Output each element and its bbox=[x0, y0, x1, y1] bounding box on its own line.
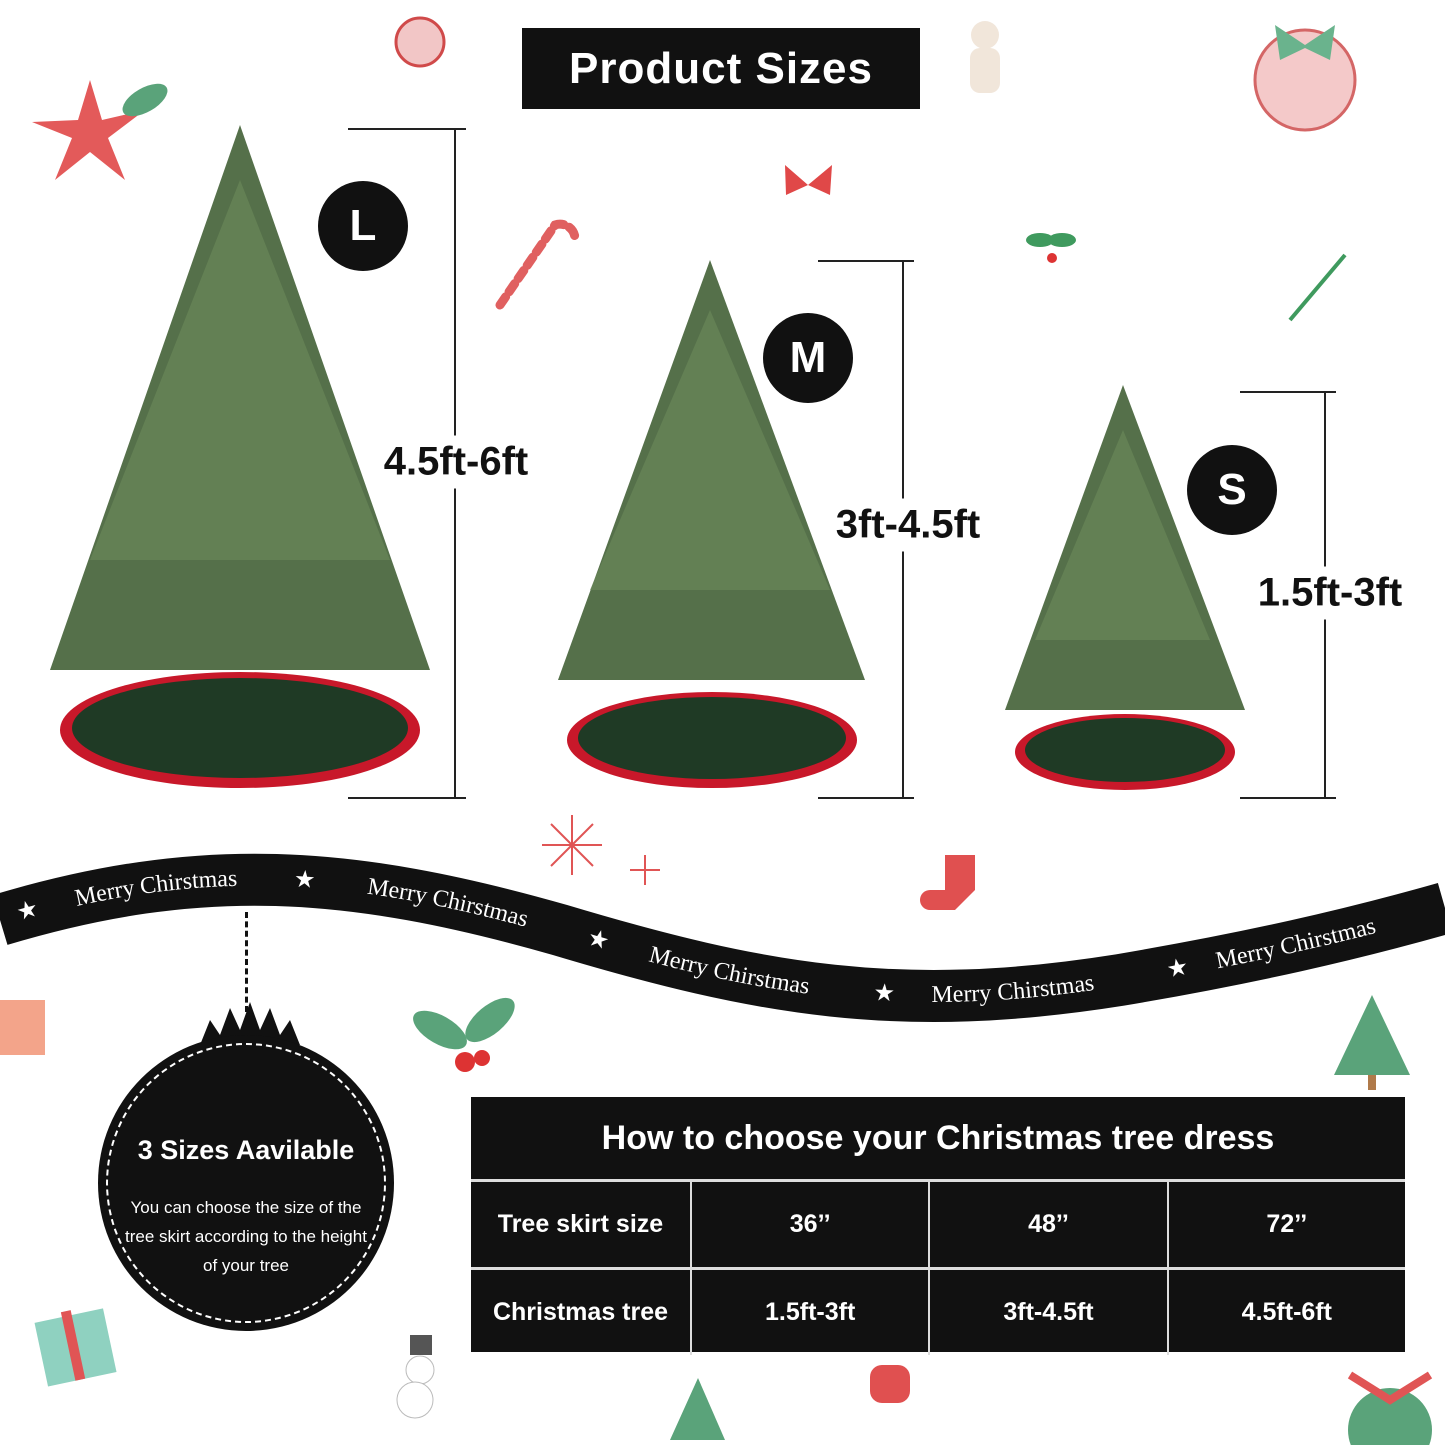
ribbon-star: ★ bbox=[293, 866, 316, 893]
page-title: Product Sizes bbox=[522, 28, 920, 109]
size-range-medium: 3ft-4.5ft bbox=[835, 498, 981, 552]
table-cell: 3ft-4.5ft bbox=[928, 1270, 1166, 1355]
svg-text:★: ★ bbox=[873, 980, 896, 1007]
svg-text:★: ★ bbox=[1165, 954, 1191, 983]
measure-line-bottom bbox=[818, 797, 914, 799]
branch-icon bbox=[1288, 253, 1347, 322]
candy-cane-icon bbox=[495, 219, 580, 310]
bow-icon bbox=[785, 165, 832, 195]
size-badge-medium: M bbox=[763, 313, 853, 403]
table-cell: 72’’ bbox=[1166, 1182, 1405, 1267]
size-badge-small: S bbox=[1187, 445, 1277, 535]
ornament-body: You can choose the size of the tree skir… bbox=[125, 1198, 367, 1275]
pine-cap-icon bbox=[200, 1002, 300, 1045]
gingerbread-icon bbox=[970, 21, 1000, 93]
dashed-ring bbox=[106, 1043, 386, 1323]
tree-large bbox=[50, 125, 430, 788]
size-badge-large: L bbox=[318, 181, 408, 271]
measure-line-top bbox=[818, 260, 914, 262]
merry-christmas-ribbon: ★ Merry Chirstmas ★ Merry Chirstmas ★ Me… bbox=[0, 853, 1445, 1022]
table-cell: 4.5ft-6ft bbox=[1166, 1270, 1405, 1355]
holly-icon bbox=[1026, 233, 1076, 263]
tree-small bbox=[1005, 385, 1245, 790]
sizes-available-ornament: 3 Sizes Aavilable You can choose the siz… bbox=[98, 1035, 394, 1331]
holly-icon bbox=[413, 997, 515, 1072]
table-cell: 48’’ bbox=[928, 1182, 1166, 1267]
mitten-icon bbox=[870, 1365, 910, 1403]
snowman-icon bbox=[396, 1335, 435, 1419]
row-label: Christmas tree bbox=[492, 1298, 669, 1326]
measure-line-top bbox=[1240, 391, 1336, 393]
measure-line-top bbox=[348, 128, 466, 130]
size-range-small: 1.5ft-3ft bbox=[1257, 566, 1403, 620]
small-tree-icon bbox=[670, 995, 1410, 1440]
tree-medium bbox=[558, 260, 865, 788]
ornament-title: 3 Sizes Aavilable bbox=[137, 1135, 355, 1165]
trees bbox=[50, 125, 1245, 790]
poinsettia-icon bbox=[32, 80, 168, 180]
size-guide-table: How to choose your Christmas tree dress … bbox=[471, 1097, 1405, 1355]
measure-line-bottom bbox=[1240, 797, 1336, 799]
size-range-large: 4.5ft-6ft bbox=[383, 435, 529, 489]
row-label: Tree skirt size bbox=[497, 1210, 664, 1238]
snowflake-icon bbox=[542, 815, 660, 885]
ribbon-star: ★ bbox=[873, 980, 896, 1007]
table-cell: 36’’ bbox=[690, 1182, 928, 1267]
measure-line-bottom bbox=[348, 797, 466, 799]
ribbon-star: ★ bbox=[1165, 954, 1191, 983]
table-row: Christmas tree 1.5ft-3ft 3ft-4.5ft 4.5ft… bbox=[471, 1267, 1405, 1355]
ornament-string bbox=[245, 912, 248, 1012]
bauble-icon bbox=[394, 16, 446, 68]
ornament-bow-icon bbox=[1253, 25, 1357, 132]
stocking-icon bbox=[920, 855, 975, 910]
table-row: Tree skirt size 36’’ 48’’ 72’’ bbox=[471, 1182, 1405, 1267]
svg-text:★: ★ bbox=[293, 866, 316, 893]
table-cell: 1.5ft-3ft bbox=[690, 1270, 928, 1355]
gift-icon bbox=[1347, 1371, 1433, 1445]
table-header: How to choose your Christmas tree dress bbox=[471, 1097, 1405, 1182]
gift-icon bbox=[0, 1000, 117, 1387]
